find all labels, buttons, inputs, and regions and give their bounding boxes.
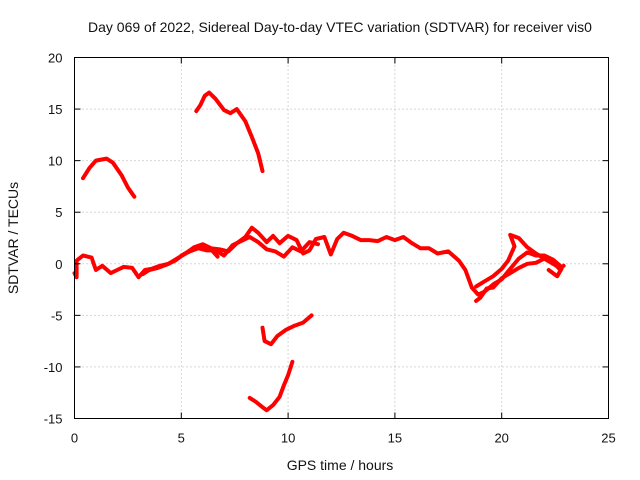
- series-arc-2: [194, 90, 265, 173]
- x-tick-label: 10: [281, 431, 295, 446]
- axis-ticks: 0 5 10 15 20 25 -15 -10 -5 0 5 10 15 20: [44, 51, 616, 446]
- x-tick-label: 5: [178, 431, 185, 446]
- y-tick-label: -10: [44, 360, 63, 375]
- series-arc-9: [140, 244, 220, 277]
- y-axis-title: SDTVAR / TECUs: [5, 182, 21, 294]
- series-arc-7: [260, 313, 314, 347]
- series-arc-3: [72, 225, 564, 297]
- series-arc-1: [81, 156, 137, 199]
- plot-frame: [74, 57, 609, 419]
- series-arc-6: [474, 232, 564, 289]
- y-tick-label: -5: [51, 308, 63, 323]
- y-tick-label: 15: [48, 102, 62, 117]
- x-tick-label: 15: [388, 431, 402, 446]
- y-tick-label: 5: [55, 205, 62, 220]
- y-tick-label: 20: [48, 51, 62, 66]
- x-axis-title: GPS time / hours: [287, 457, 394, 473]
- x-tick-label: 0: [71, 431, 78, 446]
- y-tick-label: 0: [55, 257, 62, 272]
- y-tick-label: 10: [48, 154, 62, 169]
- series-layer: [72, 90, 566, 413]
- series-arc-8: [247, 359, 295, 413]
- x-tick-label: 25: [601, 431, 615, 446]
- grid: [74, 57, 609, 419]
- x-tick-label: 20: [494, 431, 508, 446]
- chart-title: Day 069 of 2022, Sidereal Day-to-day VTE…: [88, 19, 592, 35]
- series-arc-4: [179, 235, 320, 259]
- y-tick-label: -15: [44, 412, 63, 427]
